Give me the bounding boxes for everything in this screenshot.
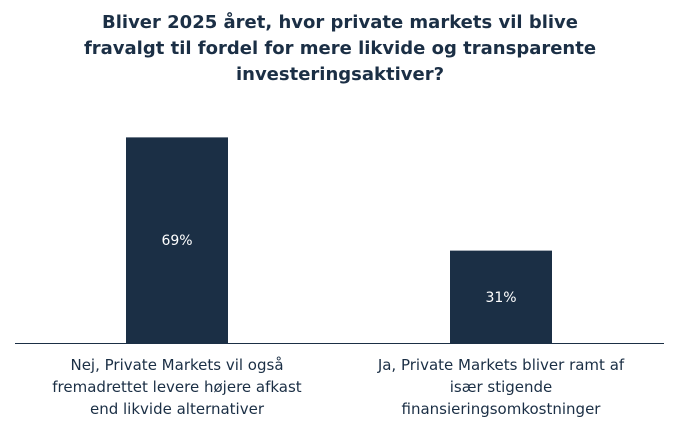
data-label-2: 31% (485, 290, 516, 306)
category-label-2-line-1: Ja, Private Markets bliver ramt af (377, 356, 625, 374)
data-label-1: 69% (161, 233, 192, 249)
bar-1 (126, 137, 228, 343)
category-label-1: Nej, Private Markets vil også fremadrett… (17, 354, 337, 420)
category-label-1-line-3: end likvide alternativer (89, 400, 264, 418)
category-label-2-line-2: især stigende (449, 378, 553, 396)
chart-title-line-1: Bliver 2025 året, hvor private markets v… (102, 12, 578, 33)
category-label-1-line-1: Nej, Private Markets vil også (70, 356, 284, 374)
chart-title: Bliver 2025 året, hvor private markets v… (40, 10, 640, 88)
category-label-2: Ja, Private Markets bliver ramt af især … (341, 354, 661, 420)
category-label-1-line-2: fremadrettet levere højere afkast (52, 378, 302, 396)
bar-2 (450, 250, 552, 343)
chart-title-line-3: investeringsaktiver? (235, 64, 445, 85)
chart-title-line-2: fravalgt til fordel for mere likvide og … (83, 38, 597, 59)
category-label-2-line-3: finansieringsomkostninger (401, 400, 601, 418)
